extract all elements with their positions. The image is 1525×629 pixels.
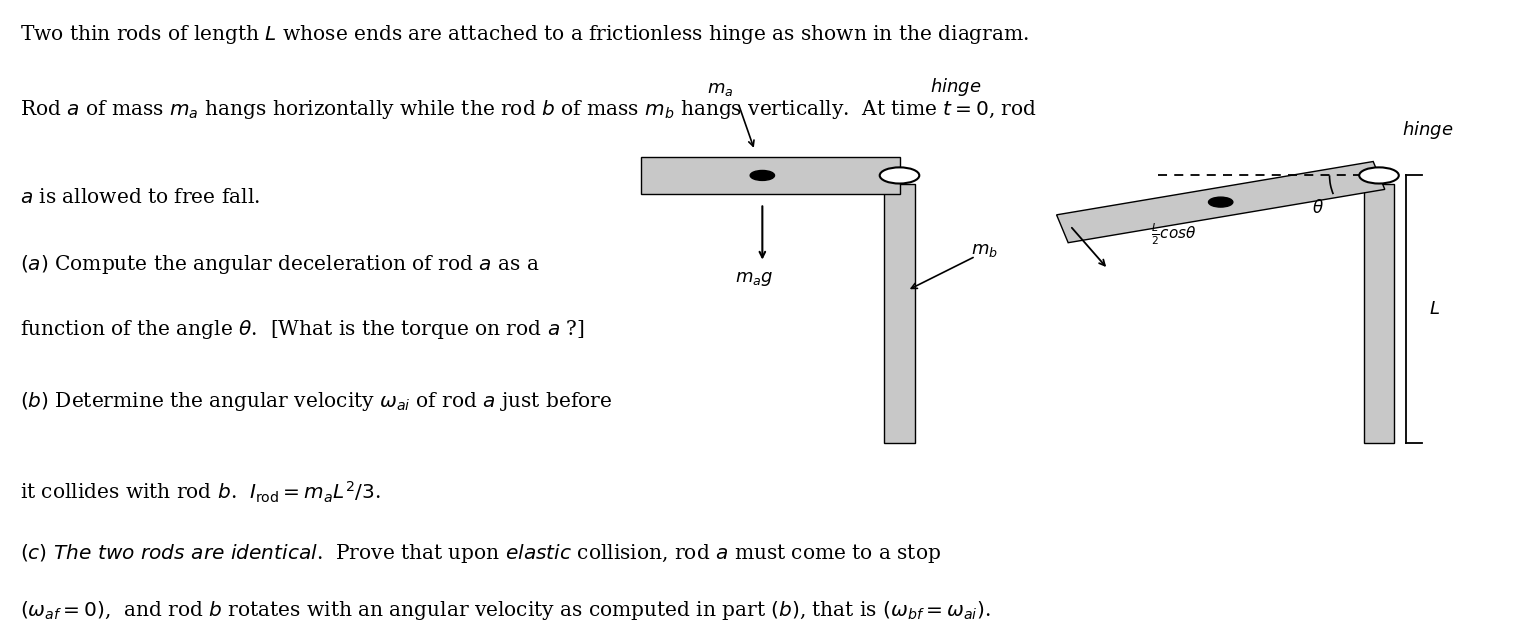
Text: $a$ is allowed to free fall.: $a$ is allowed to free fall. (20, 188, 259, 207)
Text: function of the angle $\theta$.  [What is the torque on rod $a$ ?]: function of the angle $\theta$. [What is… (20, 318, 584, 342)
Circle shape (750, 170, 775, 181)
Bar (884, 184, 915, 443)
Text: $(a)$ Compute the angular deceleration of rod $a$ as a: $(a)$ Compute the angular deceleration o… (20, 253, 540, 276)
Text: $(\omega_{af} = 0)$,  and rod $b$ rotates with an angular velocity as computed i: $(\omega_{af} = 0)$, and rod $b$ rotates… (20, 599, 990, 622)
Text: $m_a g$: $m_a g$ (735, 270, 775, 288)
Text: $(b)$ Determine the angular velocity $\omega_{ai}$ of rod $a$ just before: $(b)$ Determine the angular velocity $\o… (20, 390, 612, 413)
Text: $\theta$: $\theta$ (1312, 199, 1324, 217)
Bar (640, 157, 900, 194)
Text: $m_a$: $m_a$ (706, 80, 734, 97)
Text: Two thin rods of length $L$ whose ends are attached to a frictionless hinge as s: Two thin rods of length $L$ whose ends a… (20, 23, 1029, 46)
Bar (1363, 184, 1394, 443)
Polygon shape (1057, 162, 1385, 243)
Text: $L$: $L$ (1429, 300, 1440, 318)
Text: it collides with rod $b$.  $I_{\rm rod} = m_a L^2 / 3$.: it collides with rod $b$. $I_{\rm rod} =… (20, 480, 380, 505)
Circle shape (880, 167, 920, 184)
Text: $hinge$: $hinge$ (1401, 120, 1453, 142)
Text: $m_b$: $m_b$ (971, 241, 997, 259)
Text: $hinge$: $hinge$ (930, 75, 982, 97)
Circle shape (1359, 167, 1398, 184)
Text: Rod $a$ of mass $m_a$ hangs horizontally while the rod $b$ of mass $m_b$ hangs v: Rod $a$ of mass $m_a$ hangs horizontally… (20, 97, 1037, 121)
Circle shape (1208, 197, 1232, 207)
Text: $(c)$ $\it{The\ two\ rods\ are\ identical}$.  Prove that upon $\it{elastic}$ col: $(c)$ $\it{The\ two\ rods\ are\ identica… (20, 542, 941, 565)
Text: $\frac{L}{2}cos\theta$: $\frac{L}{2}cos\theta$ (1151, 221, 1196, 247)
